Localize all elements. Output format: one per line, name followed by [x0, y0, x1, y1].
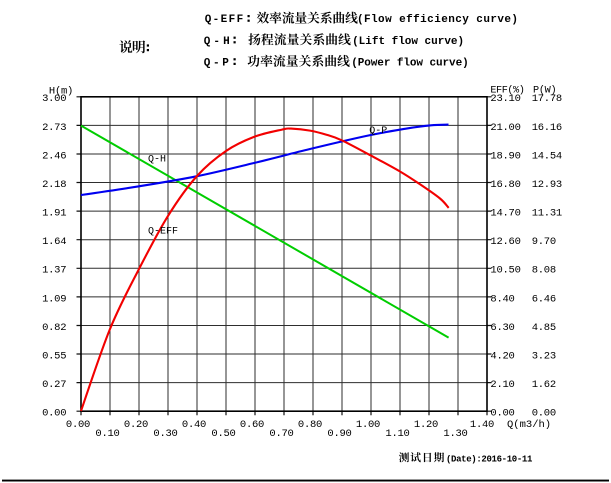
svg-text:0.55: 0.55: [42, 350, 66, 362]
svg-text:1.09: 1.09: [42, 293, 66, 305]
svg-text:12.60: 12.60: [490, 236, 520, 248]
svg-text:12.93: 12.93: [532, 179, 562, 191]
svg-text:1.64: 1.64: [42, 236, 66, 248]
svg-text:Q-EFF: Q-EFF: [205, 14, 244, 26]
svg-text:0.00: 0.00: [490, 408, 514, 420]
svg-text:0.82: 0.82: [42, 322, 66, 334]
svg-text:21.00: 21.00: [490, 122, 520, 134]
svg-text:0.80: 0.80: [298, 419, 322, 431]
svg-text:0.00: 0.00: [42, 408, 66, 420]
svg-text:1.30: 1.30: [443, 428, 467, 440]
svg-text:Q(m3/h): Q(m3/h): [507, 419, 551, 431]
svg-text:0.20: 0.20: [124, 419, 148, 431]
svg-text:14.70: 14.70: [490, 208, 520, 220]
svg-text:Q-P: Q-P: [369, 126, 387, 137]
svg-text:2.10: 2.10: [490, 379, 514, 391]
svg-text:(Date):2016-10-11: (Date):2016-10-11: [446, 454, 533, 464]
svg-text:6.30: 6.30: [490, 322, 514, 334]
svg-text:(Lift flow curve): (Lift flow curve): [352, 36, 464, 48]
svg-text:EFF(%): EFF(%): [490, 85, 524, 97]
svg-text:1.00: 1.00: [356, 419, 380, 431]
svg-text:0.30: 0.30: [153, 428, 177, 440]
svg-text:11.31: 11.31: [532, 208, 562, 220]
svg-text:8.08: 8.08: [532, 265, 556, 277]
svg-text:(Power flow curve): (Power flow curve): [351, 57, 469, 69]
svg-text:1.40: 1.40: [470, 419, 494, 431]
svg-text:16.80: 16.80: [490, 179, 520, 191]
svg-text:0.60: 0.60: [240, 419, 264, 431]
svg-text:4.85: 4.85: [532, 322, 556, 334]
svg-text:Q-H: Q-H: [148, 155, 166, 166]
svg-text:1.37: 1.37: [42, 265, 66, 277]
svg-text:0.40: 0.40: [182, 419, 206, 431]
svg-text:9.70: 9.70: [532, 236, 556, 248]
svg-text:0.27: 0.27: [42, 379, 66, 391]
svg-text:Q-P: Q-P: [204, 57, 230, 69]
svg-text:6.46: 6.46: [532, 293, 556, 305]
svg-text:2.46: 2.46: [42, 150, 66, 162]
svg-text:23.10: 23.10: [490, 93, 520, 105]
svg-text:0.70: 0.70: [269, 428, 293, 440]
svg-text:10.50: 10.50: [490, 265, 520, 277]
svg-text:16.16: 16.16: [532, 122, 562, 134]
svg-text:1.20: 1.20: [414, 419, 438, 431]
svg-text:0.90: 0.90: [327, 428, 351, 440]
svg-text:17.78: 17.78: [532, 93, 562, 105]
svg-text:3.23: 3.23: [532, 350, 556, 362]
svg-text:P(W): P(W): [533, 85, 556, 97]
svg-text:3.00: 3.00: [42, 93, 66, 105]
svg-text:H(m): H(m): [49, 85, 73, 97]
svg-text:8.40: 8.40: [490, 293, 514, 305]
svg-text:(Flow efficiency curve): (Flow efficiency curve): [357, 14, 518, 26]
svg-text:Q-H: Q-H: [204, 36, 230, 48]
svg-text:18.90: 18.90: [490, 150, 520, 162]
svg-text:4.20: 4.20: [490, 350, 514, 362]
svg-text:2.73: 2.73: [42, 122, 66, 134]
svg-text:0.50: 0.50: [211, 428, 235, 440]
svg-text:0.00: 0.00: [532, 408, 556, 420]
svg-text:0.10: 0.10: [95, 428, 119, 440]
svg-text:1.62: 1.62: [532, 379, 556, 391]
svg-text:1.91: 1.91: [42, 208, 66, 220]
svg-text:Q-EFF: Q-EFF: [148, 227, 178, 238]
svg-text:14.54: 14.54: [532, 150, 562, 162]
svg-text:1.10: 1.10: [385, 428, 409, 440]
svg-text:0.00: 0.00: [66, 419, 90, 431]
svg-text:2.18: 2.18: [42, 179, 66, 191]
